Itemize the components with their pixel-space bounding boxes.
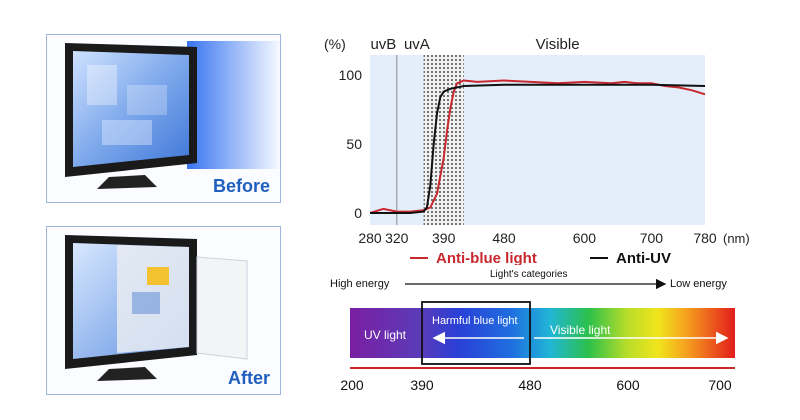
- legend-label: Anti-UV: [616, 250, 671, 265]
- spectrum-tick-label: 200: [340, 377, 364, 393]
- spectrum-tick-label: 480: [518, 377, 542, 393]
- series-line-anti-uv: [370, 83, 706, 214]
- y-tick-label: 100: [339, 67, 363, 83]
- x-tick-label: 600: [573, 230, 597, 246]
- before-panel: Before: [46, 34, 282, 203]
- x-tick-label: 480: [492, 230, 516, 246]
- legend-label: Anti-blue light: [436, 250, 537, 265]
- y-axis-ticks: 0 50 100: [339, 67, 363, 221]
- monitor-screen: [73, 51, 189, 167]
- plot-background: [370, 55, 705, 225]
- high-energy-label: High energy: [330, 278, 390, 290]
- monitor-stand: [97, 175, 157, 189]
- spectrum-bar: [350, 308, 735, 358]
- harmful-blue-light-label: Harmful blue light: [432, 315, 518, 327]
- transmittance-chart: 0 50 100 280 320 390 480 600 700 780 uvB uvA Visib…: [324, 36, 750, 265]
- light-categories-title: Light's categories: [490, 269, 568, 280]
- series-lines: [369, 79, 706, 214]
- monitor-stand: [97, 367, 157, 381]
- region-label: uvB: [370, 36, 396, 53]
- uv-light-label: UV light: [364, 328, 407, 342]
- region-labels: uvB uvA Visible: [370, 36, 579, 53]
- x-tick-label: 390: [432, 230, 456, 246]
- filter-sheet: [196, 256, 248, 360]
- monitor-before-illustration: [65, 41, 282, 189]
- after-panel: After: [46, 226, 281, 395]
- y-axis-label: (%): [324, 36, 346, 52]
- low-energy-label: Low energy: [670, 278, 727, 290]
- monitor-after-illustration: [65, 235, 248, 381]
- region-label: uvA: [404, 36, 430, 53]
- after-label: After: [227, 368, 270, 388]
- blocked-band: [423, 55, 464, 225]
- x-axis-ticks: 280 320 390 480 600 700 780: [358, 230, 717, 246]
- spectrum-diagram: High energy Light's categories Low energ…: [330, 269, 735, 393]
- x-axis-unit-label: (nm): [723, 231, 750, 246]
- visible-light-label: Visible light: [550, 323, 611, 337]
- spectrum-axis-ticks: 200 390 480 600 700: [340, 377, 732, 393]
- x-tick-label: 700: [640, 230, 664, 246]
- x-tick-label: 320: [385, 230, 409, 246]
- spectrum-tick-label: 700: [708, 377, 732, 393]
- x-tick-label: 280: [358, 230, 382, 246]
- region-label: Visible: [536, 36, 580, 53]
- x-tick-label: 780: [693, 230, 717, 246]
- spectrum-tick-label: 390: [410, 377, 434, 393]
- y-tick-label: 50: [346, 136, 362, 152]
- spectrum-tick-label: 600: [616, 377, 640, 393]
- harmful-blue-light-box: [421, 301, 531, 365]
- blue-light-glow: [187, 41, 282, 169]
- y-tick-label: 0: [354, 205, 362, 221]
- before-label: Before: [212, 176, 270, 196]
- legend: Anti-blue light Anti-UV: [410, 250, 671, 265]
